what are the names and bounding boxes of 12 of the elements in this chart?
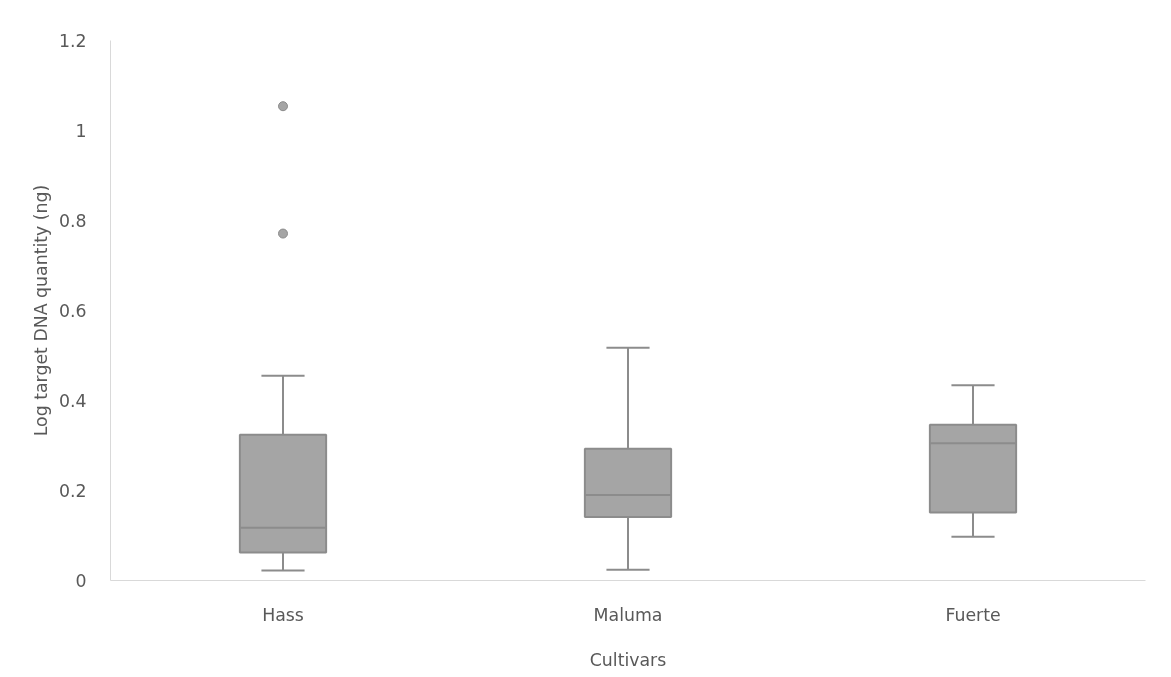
x-tick-label: Fuerte	[945, 604, 1001, 625]
y-axis-title: Log target DNA quantity (ng)	[30, 184, 51, 437]
y-tick-label: 0.4	[58, 391, 87, 411]
x-tick-label: Maluma	[593, 604, 663, 625]
y-tick-label: 0	[75, 571, 87, 591]
y-tick-label: 0.2	[58, 481, 87, 501]
y-tick-label: 0.8	[58, 211, 87, 231]
y-tick-label: 1	[75, 121, 87, 141]
y-tick-label: 1.2	[58, 31, 87, 51]
x-tick-label: Hass	[262, 604, 304, 625]
y-tick-label: 0.6	[58, 301, 87, 321]
x-axis-title: Cultivars	[589, 649, 667, 670]
